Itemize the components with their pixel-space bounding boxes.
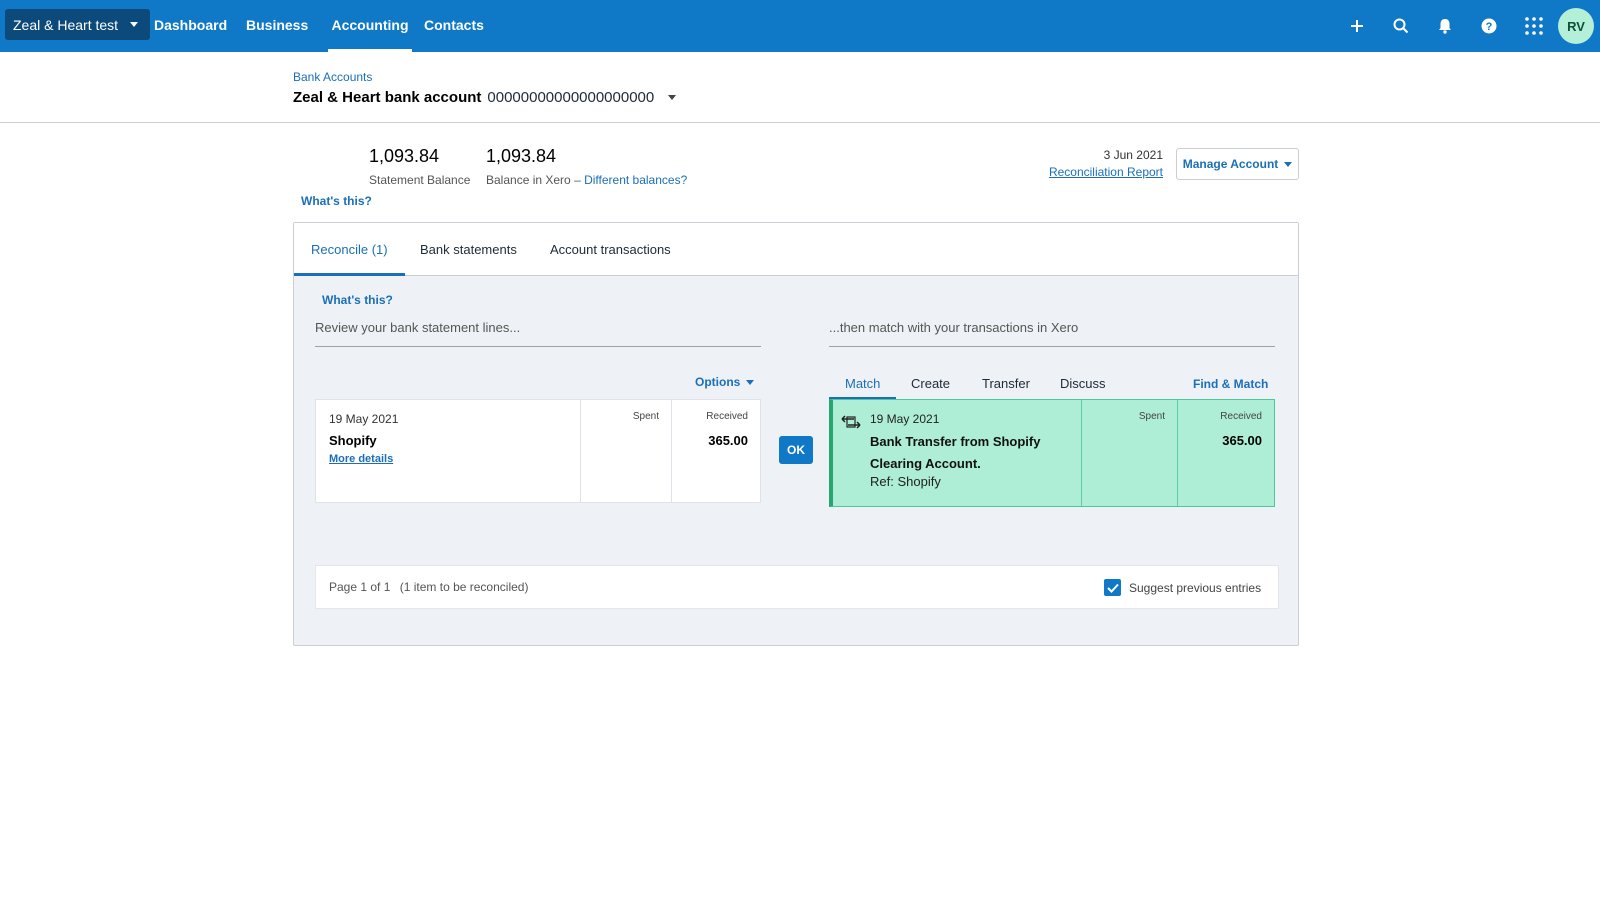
divider bbox=[829, 346, 1275, 347]
svg-text:?: ? bbox=[1486, 21, 1493, 33]
page-number: Page 1 of 1 bbox=[329, 580, 391, 594]
apps-grid-icon[interactable] bbox=[1522, 14, 1546, 38]
chevron-down-icon bbox=[668, 95, 677, 100]
match-spent-cell: Spent bbox=[1082, 400, 1178, 506]
received-amount: 365.00 bbox=[1222, 433, 1262, 448]
user-avatar[interactable]: RV bbox=[1558, 8, 1594, 44]
tab-bank-statements[interactable]: Bank statements bbox=[420, 242, 517, 257]
xero-balance-amount: 1,093.84 bbox=[486, 146, 557, 166]
plus-icon[interactable] bbox=[1345, 14, 1369, 38]
page-info: Page 1 of 1 (1 item to be reconciled) bbox=[329, 580, 528, 594]
received-label: Received bbox=[1220, 411, 1262, 422]
transfer-icon bbox=[841, 414, 861, 435]
divider bbox=[315, 346, 761, 347]
chevron-down-icon bbox=[130, 22, 139, 27]
options-label: Options bbox=[695, 375, 741, 389]
match-heading: ...then match with your transactions in … bbox=[829, 320, 1079, 335]
account-number: 00000000000000000000 bbox=[487, 89, 655, 106]
spent-label: Spent bbox=[1138, 411, 1165, 422]
chevron-down-icon bbox=[1284, 161, 1293, 167]
statement-line-details: 19 May 2021 Shopify More details bbox=[316, 400, 581, 502]
tab-bar: Reconcile (1) Bank statements Account tr… bbox=[294, 223, 1298, 276]
page-header: Bank Accounts Zeal & Heart bank account … bbox=[0, 52, 1600, 123]
find-and-match-link[interactable]: Find & Match bbox=[1193, 377, 1269, 391]
match-details: 19 May 2021 Bank Transfer from Shopify C… bbox=[833, 400, 1082, 506]
options-dropdown[interactable]: Options bbox=[695, 375, 755, 389]
chevron-down-icon bbox=[746, 379, 755, 385]
account-name: Zeal & Heart bank account bbox=[293, 89, 482, 106]
breadcrumb-bank-accounts[interactable]: Bank Accounts bbox=[293, 70, 373, 84]
manage-account-label: Manage Account bbox=[1182, 157, 1279, 171]
org-switcher[interactable]: Zeal & Heart test bbox=[5, 9, 151, 40]
more-details-link[interactable]: More details bbox=[329, 453, 394, 465]
match-date: 19 May 2021 bbox=[870, 412, 940, 426]
top-nav-bar: Zeal & Heart test Dashboard Business Acc… bbox=[0, 0, 1600, 52]
xero-balance: 1,093.84 Balance in Xero – Different bal… bbox=[486, 146, 687, 187]
nav-dashboard[interactable]: Dashboard bbox=[154, 17, 228, 33]
tab-match[interactable]: Match bbox=[829, 369, 897, 399]
match-reference: Ref: Shopify bbox=[870, 474, 941, 489]
bell-icon[interactable] bbox=[1433, 14, 1457, 38]
nav-business[interactable]: Business bbox=[246, 17, 309, 33]
reconciliation-report-link[interactable]: Reconciliation Report bbox=[1048, 165, 1163, 179]
items-count: (1 item to be reconciled) bbox=[399, 580, 529, 594]
match-description: Bank Transfer from Shopify Clearing Acco… bbox=[870, 434, 1041, 471]
help-icon[interactable]: ? bbox=[1477, 14, 1501, 38]
pagination-bar: Page 1 of 1 (1 item to be reconciled) Su… bbox=[315, 565, 1279, 609]
search-icon[interactable] bbox=[1389, 14, 1413, 38]
account-selector[interactable]: Zeal & Heart bank account 00000000000000… bbox=[293, 89, 677, 106]
manage-account-button[interactable]: Manage Account bbox=[1176, 148, 1299, 180]
xero-balance-label-row: Balance in Xero – Different balances? bbox=[486, 173, 688, 187]
whats-this-link[interactable]: What's this? bbox=[322, 293, 393, 307]
statement-line-spent-cell: Spent bbox=[581, 400, 672, 502]
xero-balance-label: Balance in Xero bbox=[486, 173, 571, 187]
reconcile-panel: Reconcile (1) Bank statements Account tr… bbox=[293, 222, 1299, 646]
different-balances-link[interactable]: Different balances? bbox=[584, 173, 688, 187]
tab-account-transactions[interactable]: Account transactions bbox=[550, 242, 671, 257]
tab-create[interactable]: Create bbox=[911, 376, 951, 391]
received-label: Received bbox=[706, 411, 748, 422]
suggest-previous-entries[interactable]: Suggest previous entries bbox=[1104, 579, 1261, 596]
org-name: Zeal & Heart test bbox=[13, 16, 119, 33]
spent-label: Spent bbox=[632, 411, 659, 422]
match-received-cell: Received 365.00 bbox=[1178, 400, 1274, 506]
statement-line-received-cell: Received 365.00 bbox=[672, 400, 760, 502]
reconciliation-date: 3 Jun 2021 bbox=[1103, 148, 1163, 162]
whats-this-link[interactable]: What's this? bbox=[301, 194, 372, 208]
statement-balance-amount: 1,093.84 bbox=[369, 146, 440, 166]
tab-discuss[interactable]: Discuss bbox=[1060, 376, 1106, 391]
suggest-checkbox[interactable] bbox=[1104, 579, 1121, 596]
suggest-label: Suggest previous entries bbox=[1129, 580, 1262, 595]
tab-transfer[interactable]: Transfer bbox=[982, 376, 1030, 391]
match-transaction-card[interactable]: 19 May 2021 Bank Transfer from Shopify C… bbox=[829, 399, 1275, 507]
statement-line-payee: Shopify bbox=[329, 433, 377, 448]
ok-button[interactable]: OK bbox=[779, 436, 813, 464]
statement-balance-label: Statement Balance bbox=[369, 173, 471, 187]
statement-line-card[interactable]: 19 May 2021 Shopify More details Spent R… bbox=[315, 399, 761, 503]
tab-reconcile[interactable]: Reconcile (1) bbox=[294, 223, 405, 276]
review-heading: Review your bank statement lines... bbox=[315, 320, 521, 335]
received-amount: 365.00 bbox=[708, 433, 748, 448]
nav-contacts[interactable]: Contacts bbox=[424, 17, 484, 33]
statement-line-date: 19 May 2021 bbox=[329, 412, 399, 426]
statement-balance: 1,093.84 Statement Balance bbox=[369, 146, 470, 187]
nav-accounting[interactable]: Accounting bbox=[328, 0, 412, 52]
